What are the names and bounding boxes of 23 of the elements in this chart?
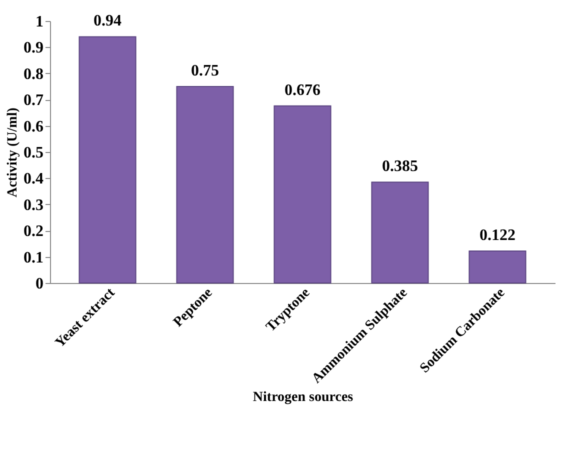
y-tick-label: 0.8: [24, 66, 44, 83]
y-tick-label: 0.3: [24, 196, 44, 214]
x-axis-title: Nitrogen sources: [252, 390, 354, 405]
y-tick-label: 0.2: [24, 223, 44, 240]
y-tick-label: 0: [36, 276, 44, 292]
data-label: 0.75: [191, 62, 220, 80]
data-label: 0.385: [382, 158, 418, 176]
y-tick-label: 0.5: [24, 144, 44, 162]
bar: [371, 182, 429, 284]
y-tick-label: 0.7: [24, 92, 44, 110]
y-tick-label: 0.9: [24, 40, 44, 57]
y-tick-label: 1: [36, 14, 44, 30]
y-axis-title: Activity (U/ml): [6, 107, 20, 198]
data-label: 0.94: [94, 12, 122, 30]
bar: [468, 250, 526, 284]
bar: [78, 36, 136, 284]
y-tick-label: 0.1: [24, 249, 44, 266]
bar: [176, 86, 234, 284]
data-label: 0.676: [284, 82, 320, 99]
y-tick-label: 0.6: [24, 118, 44, 136]
data-label: 0.122: [479, 227, 516, 244]
bar: [274, 105, 332, 284]
y-tick-label: 0.4: [24, 170, 44, 188]
